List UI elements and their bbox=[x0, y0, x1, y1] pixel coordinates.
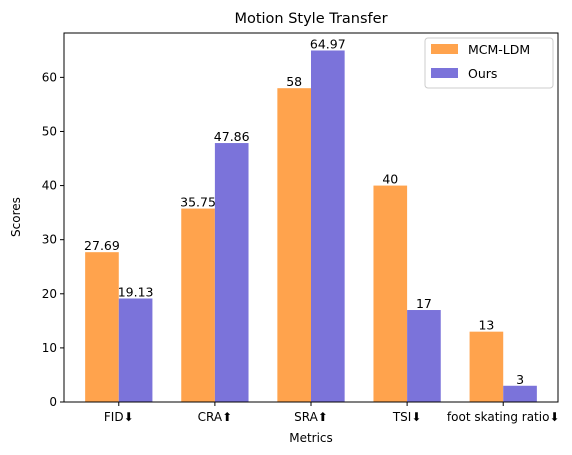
bar-mcm-ldm-2 bbox=[277, 88, 311, 402]
y-tick-label-40: 40 bbox=[42, 179, 57, 193]
legend-swatch-mcm-ldm bbox=[431, 44, 458, 54]
y-tick-label-20: 20 bbox=[42, 287, 57, 301]
x-tick-label-4: foot skating ratio⬇ bbox=[447, 410, 560, 424]
bar-mcm-ldm-0 bbox=[85, 252, 119, 402]
data-labels-group: 27.69 35.75 58 40 13 19.13 47.86 64.97 17 3 bbox=[84, 36, 524, 386]
y-axis: 0 10 20 30 40 50 60 bbox=[42, 70, 64, 409]
data-label-mcm-ldm-0: 27.69 bbox=[84, 238, 120, 253]
y-tick-label-50: 50 bbox=[42, 124, 57, 138]
y-tick-label-0: 0 bbox=[49, 395, 57, 409]
y-tick-label-30: 30 bbox=[42, 233, 57, 247]
data-label-mcm-ldm-4: 13 bbox=[478, 318, 494, 333]
bar-ours-4 bbox=[503, 385, 537, 402]
data-label-mcm-ldm-1: 35.75 bbox=[180, 195, 216, 210]
x-axis-label: Metrics bbox=[289, 431, 333, 445]
legend-swatch-ours bbox=[431, 68, 458, 78]
bar-ours-3 bbox=[407, 310, 441, 402]
y-tick-label-10: 10 bbox=[42, 341, 57, 355]
legend-label-mcm-ldm: MCM-LDM bbox=[468, 42, 530, 57]
x-axis: FID⬇ CRA⬆ SRA⬆ TSI⬇ foot skating ratio⬇ bbox=[104, 402, 560, 424]
x-tick-label-3: TSI⬇ bbox=[392, 410, 422, 424]
y-tick-label-60: 60 bbox=[42, 70, 57, 84]
bar-mcm-ldm-4 bbox=[469, 331, 504, 402]
bars-group bbox=[85, 50, 537, 403]
chart-title: Motion Style Transfer bbox=[234, 11, 387, 27]
bar-ours-1 bbox=[214, 143, 249, 403]
x-tick-label-0: FID⬇ bbox=[104, 410, 134, 424]
data-label-ours-1: 47.86 bbox=[214, 129, 250, 144]
bar-mcm-ldm-1 bbox=[181, 208, 215, 402]
data-label-mcm-ldm-2: 58 bbox=[286, 74, 302, 89]
bar-mcm-ldm-3 bbox=[373, 185, 408, 402]
bar-ours-0 bbox=[118, 298, 153, 402]
legend: MCM-LDM Ours bbox=[424, 37, 554, 89]
legend-label-ours: Ours bbox=[468, 66, 497, 81]
x-tick-label-2: SRA⬆ bbox=[294, 410, 328, 424]
y-axis-label: Scores bbox=[9, 197, 23, 237]
bar-ours-2 bbox=[311, 50, 345, 402]
data-label-ours-0: 19.13 bbox=[118, 285, 154, 300]
data-label-ours-4: 3 bbox=[516, 372, 524, 387]
x-tick-label-1: CRA⬆ bbox=[198, 410, 233, 424]
data-label-ours-2: 64.97 bbox=[310, 36, 346, 51]
data-label-mcm-ldm-3: 40 bbox=[382, 172, 398, 187]
data-label-ours-3: 17 bbox=[416, 296, 432, 311]
